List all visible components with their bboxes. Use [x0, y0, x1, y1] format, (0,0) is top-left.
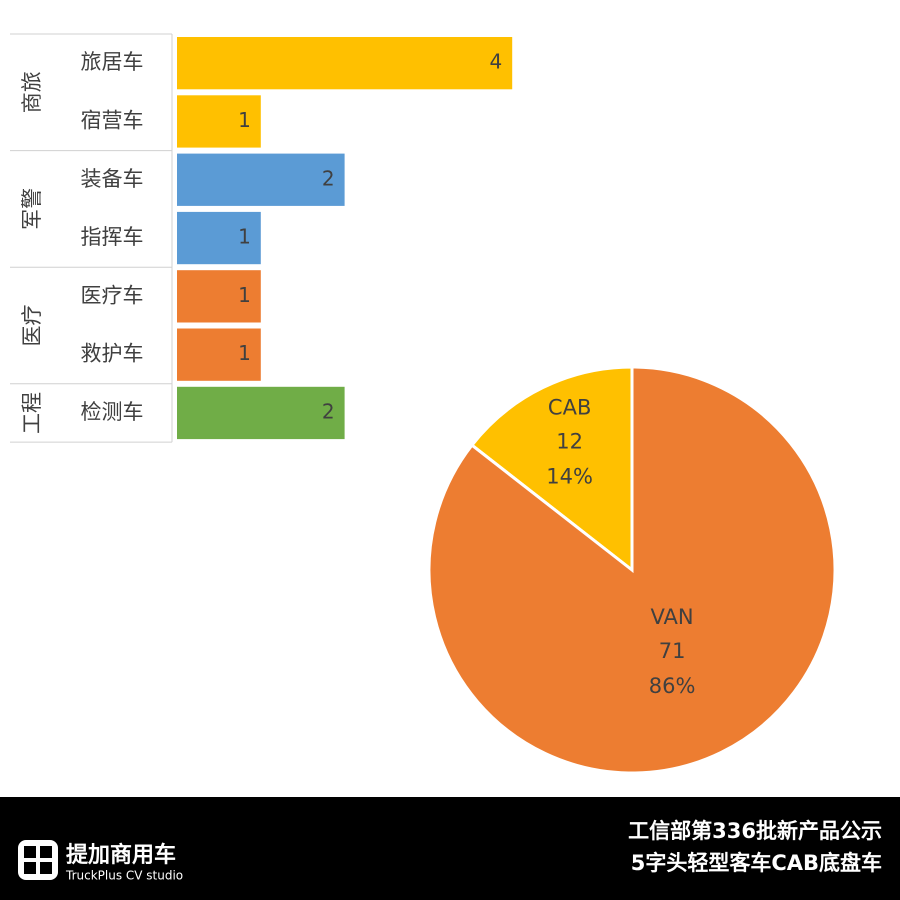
value-label: 4 — [489, 50, 502, 74]
brand-en: TruckPlus CV studio — [65, 869, 183, 883]
value-label: 1 — [238, 108, 251, 132]
value-label: 1 — [238, 283, 251, 307]
bar — [177, 270, 261, 323]
pie-slice — [469, 365, 634, 574]
pie-slice — [427, 365, 837, 775]
group-label: 军警 — [20, 188, 44, 230]
category-label: 救护车 — [81, 342, 144, 366]
slice-percent: 14% — [546, 464, 593, 488]
category-label: 宿营车 — [81, 108, 144, 132]
category-label: 旅居车 — [81, 50, 144, 74]
bar — [177, 153, 345, 206]
group-label: 工程 — [20, 392, 44, 434]
slice-name: CAB — [548, 395, 591, 419]
slice-percent: 86% — [649, 674, 696, 698]
bar — [177, 37, 513, 90]
footer-title: 工信部第336批新产品公示 — [628, 819, 882, 843]
footer-band — [0, 797, 900, 900]
slice-value: 12 — [556, 429, 583, 453]
bar — [177, 95, 261, 148]
group-label: 商旅 — [20, 71, 44, 113]
group-label: 医疗 — [20, 305, 44, 347]
bar — [177, 386, 345, 440]
bar — [177, 211, 261, 265]
value-label: 2 — [322, 399, 335, 423]
footer-title: 5字头轻型客车CAB底盘车 — [631, 851, 882, 875]
value-label: 2 — [322, 166, 335, 190]
slice-name: VAN — [651, 605, 694, 629]
bar — [177, 328, 261, 381]
brand: 提加商用车 — [66, 842, 176, 868]
category-label: 指挥车 — [81, 225, 144, 249]
logo-icon — [18, 840, 58, 880]
category-label: 检测车 — [81, 400, 144, 424]
value-label: 1 — [238, 225, 251, 249]
category-label: 医疗车 — [81, 283, 144, 307]
category-label: 装备车 — [81, 167, 144, 191]
slice-value: 71 — [659, 639, 686, 663]
value-label: 1 — [238, 341, 251, 365]
